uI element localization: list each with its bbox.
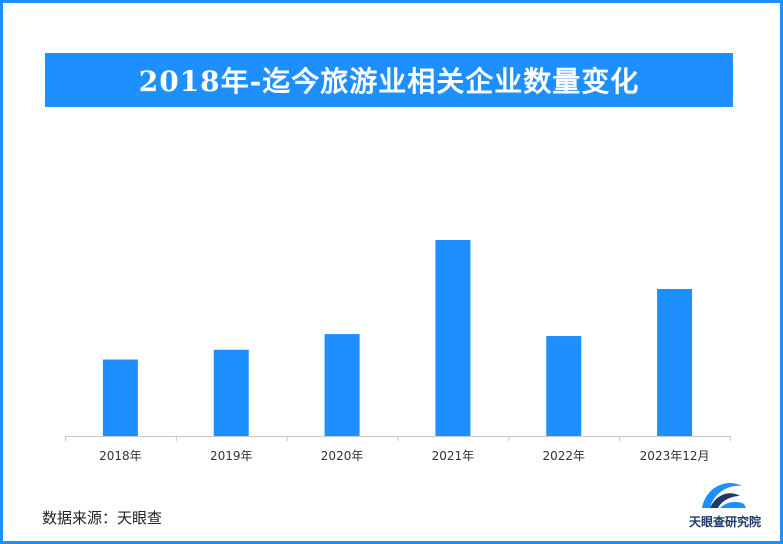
x-tick-label: 2022年 (542, 449, 585, 463)
bar-2 (324, 334, 360, 436)
source-label: 数据来源：天眼查 (42, 509, 163, 527)
logo-mark-icon (702, 482, 746, 508)
x-tick-label: 2018年 (99, 449, 142, 463)
tianyancha-logo: 天眼查研究院 (680, 472, 770, 532)
x-tick-label: 2023年12月 (640, 449, 710, 463)
bar-3 (435, 240, 471, 436)
x-tick-label: 2019年 (210, 449, 253, 463)
bar-0 (102, 359, 138, 436)
title-banner: 2018年-迄今旅游业相关企业数量变化 (45, 53, 733, 107)
logo-text: 天眼查研究院 (688, 515, 761, 529)
bar-4 (546, 336, 582, 436)
bar-1 (213, 349, 249, 436)
chart-title: 2018年-迄今旅游业相关企业数量变化 (138, 65, 640, 98)
x-tick-label: 2021年 (432, 449, 475, 463)
bar-5 (657, 289, 693, 436)
x-tick-label: 2020年 (321, 449, 364, 463)
